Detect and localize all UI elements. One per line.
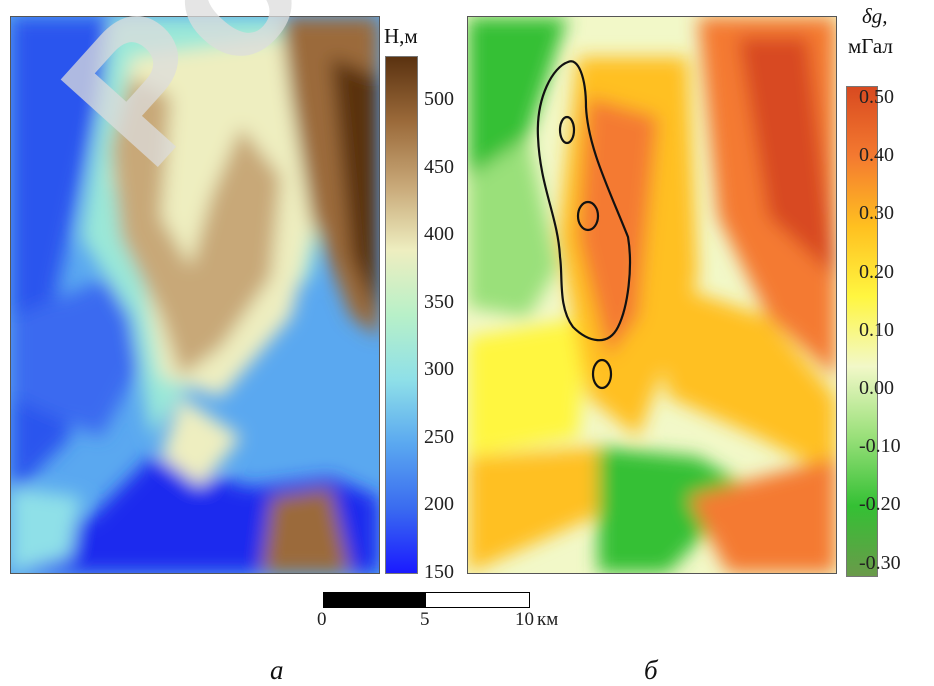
gravity-tick-2: 0.30 xyxy=(859,202,894,225)
elevation-tick-1: 450 xyxy=(424,155,454,178)
elevation-map-svg xyxy=(11,17,379,573)
gravity-unit-symbol: δg, xyxy=(862,4,888,28)
elevation-tick-3: 350 xyxy=(424,290,454,313)
panel-letter-b: б xyxy=(644,655,658,685)
gravity-anomaly-map xyxy=(467,16,837,574)
elevation-tick-0: 500 xyxy=(424,88,454,110)
scale-unit: км xyxy=(537,609,559,630)
elevation-tick-7: 150 xyxy=(424,560,454,583)
gravity-tick-4: 0.10 xyxy=(859,318,894,341)
anomaly-contour-lines xyxy=(536,60,632,390)
gravity-tick-1: 0.40 xyxy=(859,144,894,167)
elevation-tick-2: 400 xyxy=(424,223,454,245)
elevation-tick-4: 300 xyxy=(424,358,454,380)
elevation-colorbar xyxy=(385,56,418,574)
elevation-tick-6: 200 xyxy=(424,493,454,515)
elevation-map xyxy=(10,16,380,574)
gravity-colorbar xyxy=(846,86,878,577)
elevation-unit-label: Н,м xyxy=(384,24,418,48)
elevation-tick-5: 250 xyxy=(424,425,454,448)
panel-letter-a: а xyxy=(270,655,284,685)
scale-segment-black xyxy=(323,592,427,608)
gravity-tick-6: -0.10 xyxy=(859,435,901,458)
gravity-unit-label: мГал xyxy=(848,34,893,58)
gravity-tick-0: 0.50 xyxy=(859,86,894,108)
scale-label-0: 0 xyxy=(317,609,327,630)
gravity-map-svg xyxy=(468,17,836,573)
scale-label-10: 10 xyxy=(515,609,534,630)
gravity-tick-7: -0.20 xyxy=(859,493,901,516)
gravity-tick-3: 0.20 xyxy=(859,260,894,283)
scale-label-5: 5 xyxy=(420,609,430,630)
scale-segment-white xyxy=(425,592,530,608)
gravity-tick-8: -0.30 xyxy=(859,551,901,574)
gravity-tick-5: 0.00 xyxy=(859,377,894,399)
